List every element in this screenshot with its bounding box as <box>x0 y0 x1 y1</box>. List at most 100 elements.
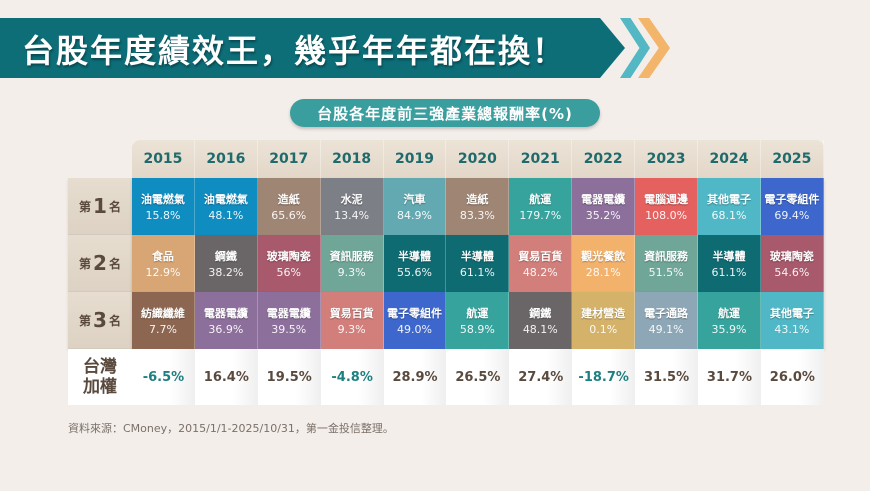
industry-return: 61.1% <box>711 266 747 279</box>
taiex-value: 27.4% <box>509 349 573 405</box>
rank-label-num: 2 <box>93 251 107 275</box>
industry-return: 9.3% <box>337 266 366 279</box>
year-header-2019: 2019 <box>384 140 447 178</box>
industry-cell: 半導體 61.1% <box>698 235 761 292</box>
taiex-value: 31.7% <box>698 349 761 405</box>
industry-name: 貿易百貨 <box>518 250 563 263</box>
industry-cell: 鋼鐵 48.1% <box>509 292 573 349</box>
rank-label-num: 3 <box>93 308 107 332</box>
year-header-2025: 2025 <box>761 140 824 178</box>
rank-label-suffix: 名 <box>108 313 121 328</box>
industry-cell: 半導體 55.6% <box>383 235 447 292</box>
industry-return: 68.1% <box>711 209 747 222</box>
industry-cell: 玻璃陶瓷 56% <box>257 235 321 292</box>
industry-return: 43.1% <box>774 323 810 336</box>
industry-name: 鋼鐵 <box>529 307 552 320</box>
industry-return: 35.9% <box>711 323 747 336</box>
taiex-label-line2: 加權 <box>83 377 117 397</box>
page-title: 台股年度績效王，幾乎年年都在換！ <box>22 32 567 70</box>
industry-cell: 電子零組件 49.0% <box>383 292 447 349</box>
rank-row-3: 紡織纖維 7.7% 電器電纜 36.9% 電器電纜 39.5% 貿易百貨 9.3% 電子零組件 4… <box>132 292 824 349</box>
industry-cell: 電器電纜 39.5% <box>257 292 321 349</box>
industry-name: 其他電子 <box>706 193 751 206</box>
taiex-value: -6.5% <box>132 349 195 405</box>
industry-name: 電器電纜 <box>203 307 248 320</box>
industry-return: 48.1% <box>208 209 244 222</box>
industry-cell: 建材營造 0.1% <box>572 292 636 349</box>
industry-cell: 造紙 83.3% <box>446 178 510 235</box>
industry-cell: 航運 58.9% <box>446 292 510 349</box>
rank-label-prefix: 第 <box>79 313 92 328</box>
rank-row-1: 油電燃氣 15.8% 油電燃氣 48.1% 造紙 65.6% 水泥 13.4% 汽車 84.9% 造… <box>132 178 824 235</box>
industry-cell: 電子通路 49.1% <box>635 292 699 349</box>
industry-cell: 其他電子 43.1% <box>760 292 824 349</box>
industry-name: 汽車 <box>403 193 426 206</box>
taiex-value: -4.8% <box>320 349 384 405</box>
year-header-2023: 2023 <box>635 140 699 178</box>
industry-cell: 鋼鐵 38.2% <box>194 235 258 292</box>
industry-name: 觀光餐飲 <box>581 250 626 263</box>
industry-name: 油電燃氣 <box>140 193 185 206</box>
year-header-2018: 2018 <box>321 140 384 178</box>
industry-name: 玻璃陶瓷 <box>769 250 814 263</box>
industry-return: 49.0% <box>397 323 432 336</box>
industry-cell: 電器電纜 35.2% <box>572 178 636 235</box>
industry-name: 半導體 <box>398 250 431 263</box>
rank-label-suffix: 名 <box>108 256 121 271</box>
industry-return: 65.6% <box>271 209 307 222</box>
rank-row-2: 食品 12.9% 鋼鐵 38.2% 玻璃陶瓷 56% 資訊服務 9.3% 半導體 55.6% 半導體… <box>132 235 824 292</box>
year-header-2020: 2020 <box>446 140 510 178</box>
industry-cell: 半導體 61.1% <box>446 235 510 292</box>
industry-cell: 電腦週邊 108.0% <box>635 178 699 235</box>
industry-return: 13.4% <box>334 209 370 222</box>
industry-return: 39.5% <box>271 323 307 336</box>
industry-return: 54.6% <box>774 266 810 279</box>
industry-return: 83.3% <box>459 209 495 222</box>
industry-cell: 造紙 65.6% <box>257 178 321 235</box>
industry-cell: 油電燃氣 15.8% <box>132 178 195 235</box>
industry-name: 半導體 <box>712 250 746 263</box>
industry-name: 航運 <box>529 193 552 206</box>
industry-name: 資訊服務 <box>329 250 374 263</box>
year-header-2024: 2024 <box>698 140 761 178</box>
industry-name: 水泥 <box>340 193 363 206</box>
rank-label-num: 1 <box>93 194 107 218</box>
industry-return: 179.7% <box>519 209 562 222</box>
industry-return: 51.5% <box>648 266 684 279</box>
industry-name: 造紙 <box>466 193 489 206</box>
industry-return: 48.2% <box>522 266 558 279</box>
industry-cell: 貿易百貨 9.3% <box>320 292 384 349</box>
industry-name: 電子零組件 <box>764 193 820 206</box>
industry-name: 電腦週邊 <box>644 193 689 206</box>
industry-cell: 航運 35.9% <box>698 292 761 349</box>
industry-return: 49.1% <box>648 323 684 336</box>
industry-cell: 紡織纖維 7.7% <box>132 292 195 349</box>
industry-cell: 電子零組件 69.4% <box>760 178 824 235</box>
industry-return: 7.7% <box>148 323 177 336</box>
industry-name: 玻璃陶瓷 <box>266 250 311 263</box>
industry-return: 12.9% <box>145 266 181 279</box>
industry-grid: 油電燃氣 15.8% 油電燃氣 48.1% 造紙 65.6% 水泥 13.4% 汽車 84.9% 造… <box>132 178 824 349</box>
industry-cell: 資訊服務 9.3% <box>320 235 384 292</box>
industry-name: 航運 <box>466 307 489 320</box>
industry-name: 電子零組件 <box>387 307 442 320</box>
taiex-label-line1: 台灣 <box>83 357 117 377</box>
year-header-2016: 2016 <box>195 140 258 178</box>
table-subtitle: 台股各年度前三強產業總報酬率(%) <box>290 99 600 127</box>
industry-return: 0.1% <box>589 323 618 336</box>
industry-return: 56% <box>276 266 301 279</box>
source-note: 資料來源：CMoney，2015/1/1-2025/10/31，第一金投信整理。 <box>68 422 394 435</box>
rank-label-suffix: 名 <box>108 199 121 214</box>
industry-cell: 油電燃氣 48.1% <box>194 178 258 235</box>
industry-name: 紡織纖維 <box>140 307 185 320</box>
taiex-row: -6.5% 16.4% 19.5% -4.8% 28.9% 26.5% 27.4% -18.7… <box>132 349 824 405</box>
year-header-2015: 2015 <box>132 140 195 178</box>
industry-return: 108.0% <box>645 209 688 222</box>
industry-name: 貿易百貨 <box>329 307 374 320</box>
industry-return: 48.1% <box>522 323 558 336</box>
taiex-value: 26.0% <box>760 349 824 405</box>
taiex-value: 19.5% <box>257 349 321 405</box>
industry-name: 半導體 <box>460 250 494 263</box>
